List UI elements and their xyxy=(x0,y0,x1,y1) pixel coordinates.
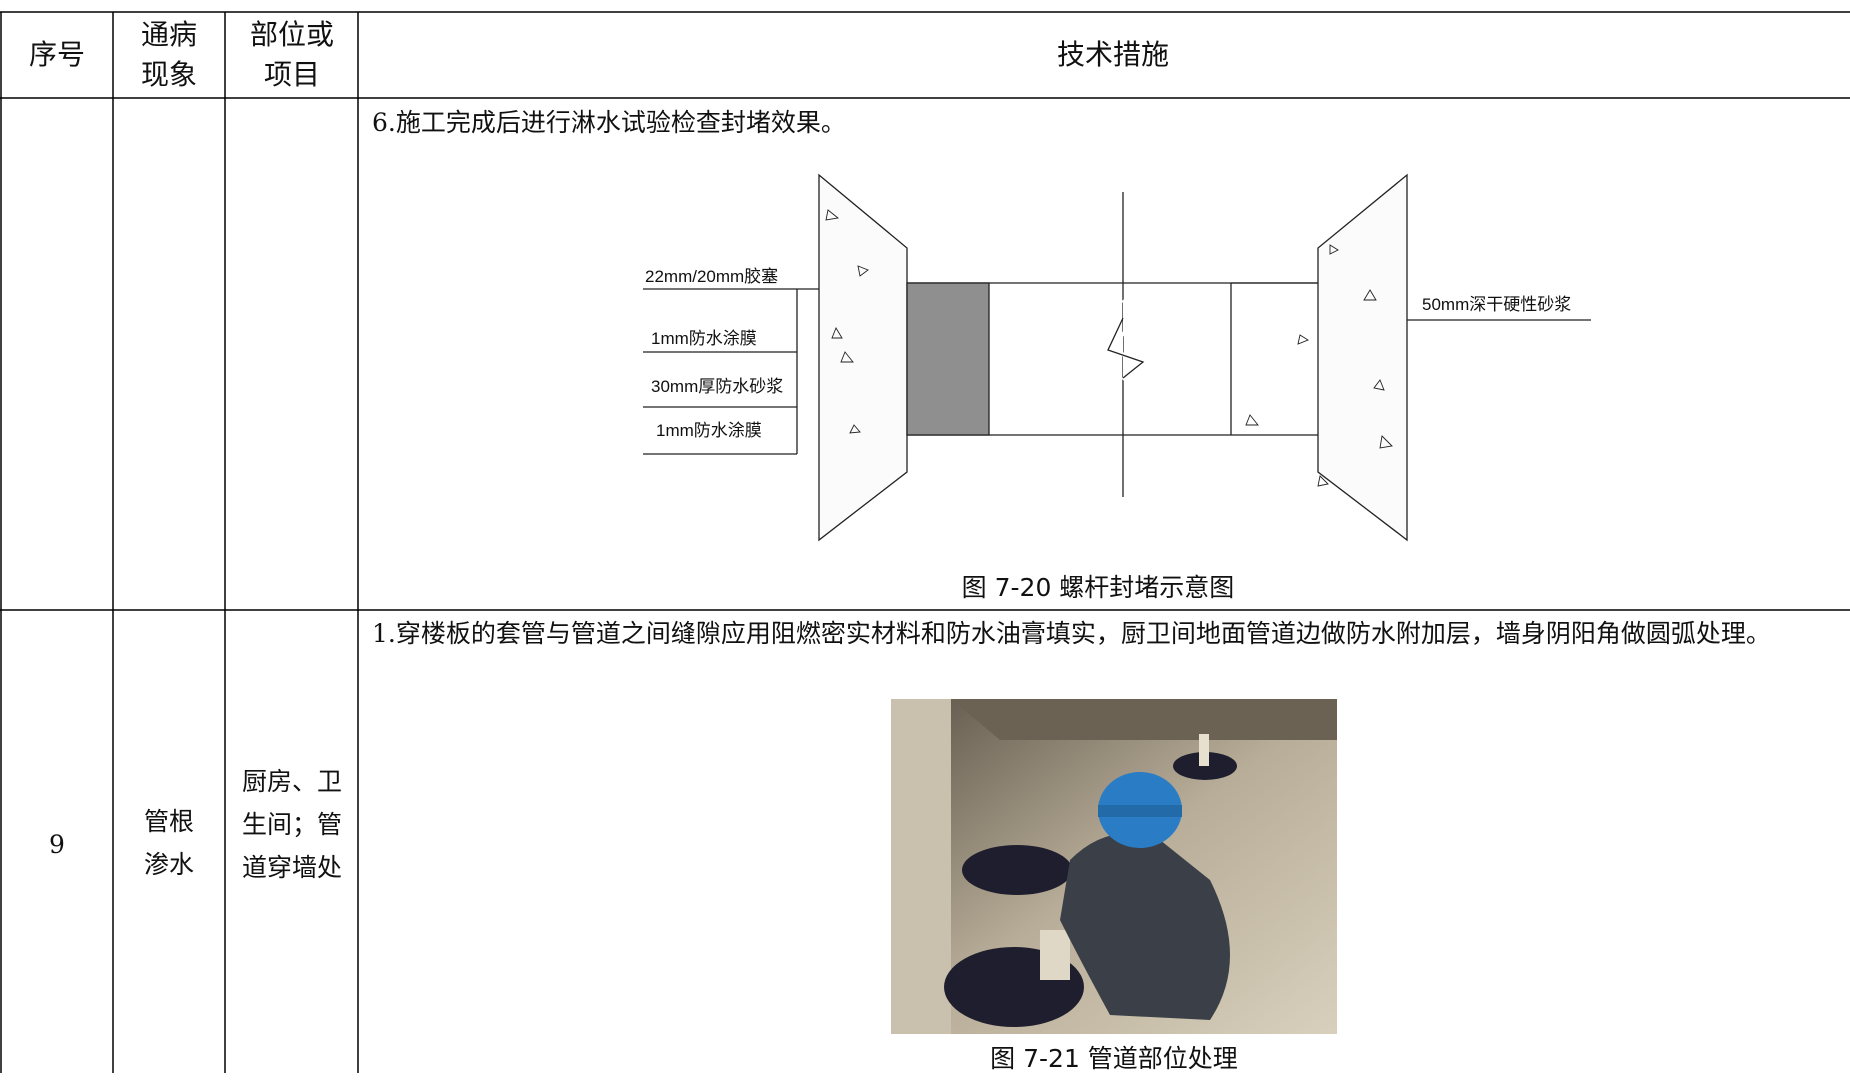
figure-caption: 图 7-20 螺杆封堵示意图 xyxy=(961,573,1235,602)
defect-cell: 管根渗水 xyxy=(143,807,194,879)
measure-text: 6.施工完成后进行淋水试验检查封堵效果。 xyxy=(372,108,846,137)
header-cell: 序号 xyxy=(28,38,85,71)
diagram-label: 1mm防水涂膜 xyxy=(656,421,762,440)
measure-text: 1.穿楼板的套管与管道之间缝隙应用阻燃密实材料和防水油膏填实，厨卫间地面管道边做… xyxy=(372,619,1771,648)
pipe-photo xyxy=(891,699,1337,1034)
header-cell: 技术措施 xyxy=(1056,38,1169,71)
header-cell: 通病现象 xyxy=(141,18,198,91)
diagram-label: 1mm防水涂膜 xyxy=(651,329,757,348)
diagram-label: 22mm/20mm胶塞 xyxy=(645,267,779,286)
location-cell: 厨房、卫生间；管道穿墙处 xyxy=(241,767,342,882)
diagram-label: 50mm深干硬性砂浆 xyxy=(1422,295,1572,314)
figure-caption: 图 7-21 管道部位处理 xyxy=(990,1044,1238,1073)
sealing-diagram xyxy=(643,173,1591,542)
row-number: 9 xyxy=(49,830,65,859)
diagram-label: 30mm厚防水砂浆 xyxy=(651,377,784,396)
header-cell: 部位或项目 xyxy=(249,18,334,91)
